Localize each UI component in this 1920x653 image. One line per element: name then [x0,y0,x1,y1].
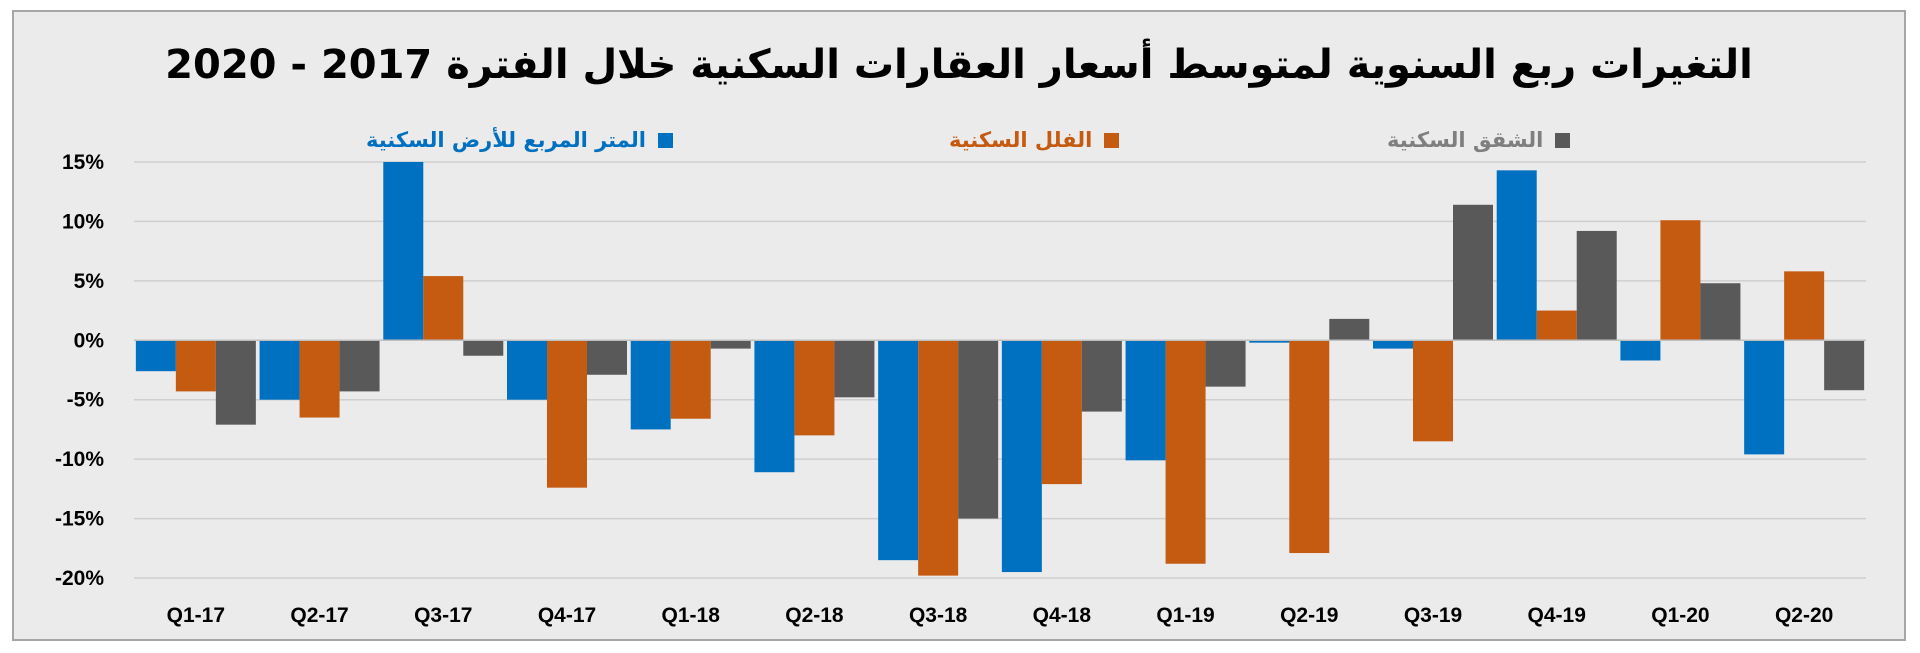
x-tick-label: Q3-19 [1404,604,1462,627]
bar-villas [1413,340,1453,442]
bar-apartments [215,340,256,425]
bar-villas [423,276,464,341]
bar-land [383,162,424,341]
bar-apartments [1205,340,1246,387]
bar-villas [794,340,835,436]
legend-label-villas: الفلل السكنية [949,128,1093,152]
legend-label-apartments: الشقق السكنية [1387,128,1544,152]
y-tick-label: -5% [67,389,105,412]
x-tick-label: Q4-18 [1033,604,1092,627]
x-tick-label: Q2-17 [290,604,348,627]
x-tick-label: Q1-18 [662,604,721,627]
y-tick-label: 10% [62,210,104,233]
bar-apartments [1824,340,1865,391]
bar-villas [670,340,711,419]
bar-land [1744,340,1785,455]
chart-title: التغيرات ربع السنوية لمتوسط أسعار العقار… [165,42,1753,88]
bar-land [1001,340,1042,573]
bar-land [1373,340,1413,349]
x-tick-label: Q2-19 [1280,604,1338,627]
bar-land [1249,340,1290,343]
bar-villas [175,340,216,392]
x-tick-label: Q2-18 [785,604,844,627]
bar-villas [1289,340,1330,554]
x-tick-label: Q1-19 [1156,604,1214,627]
bar-villas [299,340,340,418]
x-tick-label: Q3-17 [414,604,472,627]
bar-villas [918,340,959,576]
legend-item-villas: الفلل السكنية [949,128,1120,152]
y-tick-label: 15% [62,151,104,174]
bar-apartments [710,340,751,349]
bar-land [135,340,176,372]
bar-land [1125,340,1166,461]
bar-villas [1536,310,1577,341]
bar-apartments [339,340,380,392]
x-tick-label: Q1-20 [1651,604,1709,627]
bar-villas [1041,340,1082,485]
bar-land [1496,170,1537,341]
y-tick-label: -10% [55,448,104,471]
bar-land [878,340,919,561]
legend-item-land: المتر المربع للأرض السكنية [366,128,673,152]
bar-land [1620,340,1661,361]
bar-land [259,340,300,400]
bar-apartments [1576,230,1617,341]
legend-swatch-land [657,132,673,148]
bar-apartments [1081,340,1122,412]
bar-villas [1784,271,1825,341]
bar-villas [1660,220,1701,341]
bar-villas [547,340,587,488]
y-tick-label: 0% [74,329,105,352]
y-tick-label: 5% [74,270,105,293]
y-tick-label: -15% [55,508,104,531]
legend-label-land: المتر المربع للأرض السكنية [366,128,646,152]
legend-swatch-apartments [1555,132,1571,148]
x-tick-label: Q2-20 [1775,604,1833,627]
bar-apartments [958,340,999,519]
bar-land [754,340,795,473]
legend-swatch-villas [1104,132,1120,148]
bar-apartments [463,340,504,356]
legend-item-apartments: الشقق السكنية [1387,128,1571,152]
bar-land [507,340,547,400]
bar-apartments [587,340,627,375]
y-tick-label: -20% [55,567,104,590]
x-tick-label: Q1-17 [167,604,225,627]
bar-apartments [1700,283,1741,341]
bar-apartments [834,340,875,398]
bar-land [630,340,671,430]
bar-villas [1165,340,1206,564]
bar-apartments [1329,318,1370,341]
x-tick-label: Q3-18 [909,604,968,627]
x-tick-label: Q4-17 [538,604,596,627]
bar-apartments [1453,204,1493,341]
x-tick-label: Q4-19 [1528,604,1586,627]
